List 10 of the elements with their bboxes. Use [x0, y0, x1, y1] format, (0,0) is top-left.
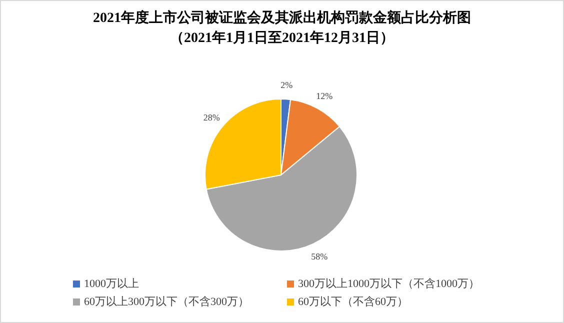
data-label: 28%	[203, 112, 220, 123]
data-label: 12%	[316, 91, 334, 102]
legend-label: 60万以下（不含60万）	[298, 295, 408, 308]
data-label: 2%	[280, 80, 294, 90]
legend-label: 60万以上300万以下（不含300万）	[84, 295, 249, 308]
data-label: 58%	[311, 251, 328, 262]
legend-label: 1000万以上	[84, 277, 139, 290]
legend-label: 300万以上1000万以下（不含1000万）	[298, 277, 480, 290]
chart-title: 2021年度上市公司被证监会及其派出机构罚款金额占比分析图	[93, 9, 471, 26]
chart-subtitle: （2021年1月1日至2021年12月31日）	[170, 30, 394, 46]
